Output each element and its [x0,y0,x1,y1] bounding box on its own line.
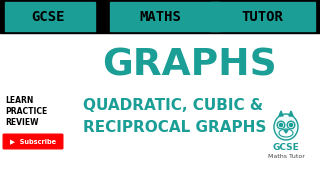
Text: REVIEW: REVIEW [5,118,38,127]
Text: LEARN: LEARN [5,96,33,105]
Text: GRAPHS: GRAPHS [103,47,277,83]
Text: GCSE: GCSE [273,143,300,152]
Text: MATHS: MATHS [139,10,181,24]
Bar [0,0,320,33]
Ellipse shape [274,114,298,140]
Text: TUTOR: TUTOR [241,10,283,24]
Circle shape [287,121,295,129]
Bar [110,2,220,31]
Circle shape [277,121,285,129]
Text: Maths Tutor: Maths Tutor [268,154,304,159]
Text: GCSE: GCSE [31,10,65,24]
Text: RECIPROCAL GRAPHS: RECIPROCAL GRAPHS [83,120,266,134]
Polygon shape [289,111,293,116]
Ellipse shape [279,129,293,137]
Bar [210,2,315,31]
Text: QUADRATIC, CUBIC &: QUADRATIC, CUBIC & [83,98,263,112]
Bar [5,2,95,31]
Circle shape [289,123,292,127]
Polygon shape [284,130,288,133]
FancyBboxPatch shape [3,134,63,149]
Polygon shape [279,111,283,116]
Circle shape [279,123,283,127]
Text: ▶  Subscribe: ▶ Subscribe [10,138,56,145]
Text: PRACTICE: PRACTICE [5,107,47,116]
